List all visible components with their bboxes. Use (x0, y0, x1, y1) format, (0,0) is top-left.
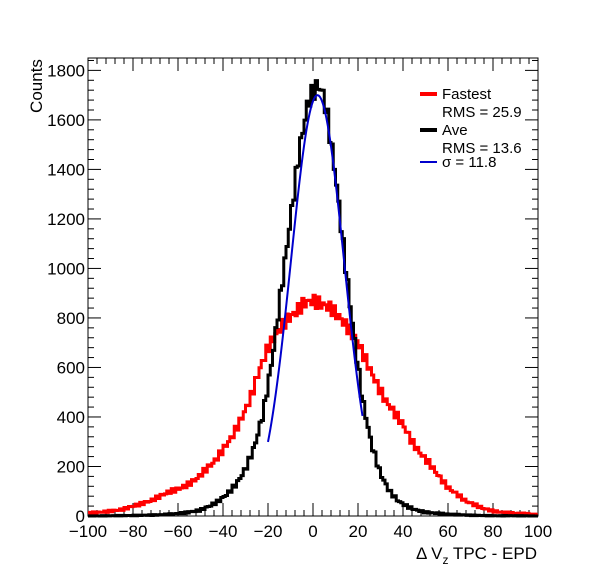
x-tick-label: −20 (254, 522, 283, 541)
x-tick-label: 20 (349, 522, 368, 541)
x-axis-title-main: Δ V (416, 544, 443, 563)
y-tick-label: 800 (57, 309, 85, 328)
y-tick-label: 1000 (47, 259, 85, 278)
x-tick-label: −100 (69, 522, 107, 541)
gaussian-fit-curve (267, 94, 364, 443)
series-ave-histogram (88, 79, 538, 518)
y-tick-label: 400 (57, 408, 85, 427)
y-tick-label: 0 (76, 507, 85, 526)
x-axis-title: Δ Vz TPC - EPD (416, 544, 537, 567)
legend-stat: RMS = 25.9 (442, 104, 522, 121)
y-axis-title: Counts (27, 59, 46, 113)
x-tick-label: 100 (524, 522, 552, 541)
x-tick-label: −80 (119, 522, 148, 541)
y-tick-label: 1400 (47, 160, 85, 179)
x-tick-label: 60 (439, 522, 458, 541)
legend-stat: RMS = 13.6 (442, 140, 522, 157)
x-tick-label: 40 (394, 522, 413, 541)
legend-label: σ = 11.8 (442, 154, 496, 171)
legend-label: Ave (442, 122, 468, 139)
y-tick-label: 200 (57, 457, 85, 476)
x-tick-label: −40 (209, 522, 238, 541)
axis-labels: Counts Δ Vz TPC - EPD (27, 59, 537, 567)
series-layer (88, 79, 538, 518)
x-tick-label: −60 (164, 522, 193, 541)
y-tick-label: 600 (57, 358, 85, 377)
y-tick-label: 1600 (47, 111, 85, 130)
legend-label: Fastest (442, 86, 492, 103)
plot-border (87, 57, 539, 517)
x-tick-label: 80 (484, 522, 503, 541)
x-axis-title-sub: z (443, 553, 449, 567)
series-fastest-histogram (88, 293, 538, 517)
plot-frame (87, 57, 539, 517)
y-tick-label: 1800 (47, 61, 85, 80)
y-tick-label: 1200 (47, 210, 85, 229)
axis-ticks: −100 −80 −60 −40 −20 0 20 40 60 80 100020040060080… (47, 58, 552, 541)
x-tick-label: 0 (308, 522, 317, 541)
x-axis-title-rest: TPC - EPD (449, 544, 537, 563)
